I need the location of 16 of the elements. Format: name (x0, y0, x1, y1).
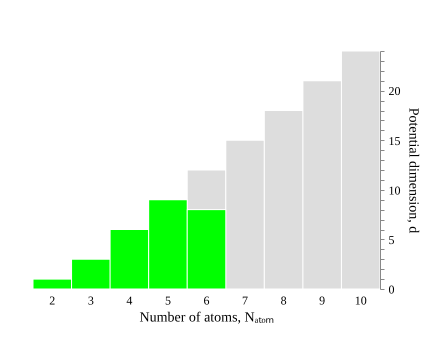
y-tick-label: 15 (388, 134, 400, 148)
x-tick-label: 2 (49, 294, 56, 308)
x-tick-label: 10 (354, 294, 367, 308)
x-tick-label: 3 (88, 294, 94, 308)
x-tick-label: 9 (319, 294, 326, 308)
y-tick-label: 10 (388, 183, 400, 198)
x-tick-label: 5 (164, 294, 171, 308)
y-axis-title: Potential dimension, d (406, 108, 420, 234)
x-tick-label: 6 (204, 294, 210, 308)
y-tick-label: 0 (388, 282, 394, 296)
y-tick-label: 20 (388, 84, 400, 98)
x-tick-label: 8 (280, 294, 287, 308)
x-axis-title: Number of atoms, Nₐₜₒₘ (140, 310, 274, 326)
x-tick-label: 7 (242, 294, 248, 308)
y-tick-label: 5 (388, 232, 394, 247)
x-tick-label: 4 (126, 294, 132, 308)
